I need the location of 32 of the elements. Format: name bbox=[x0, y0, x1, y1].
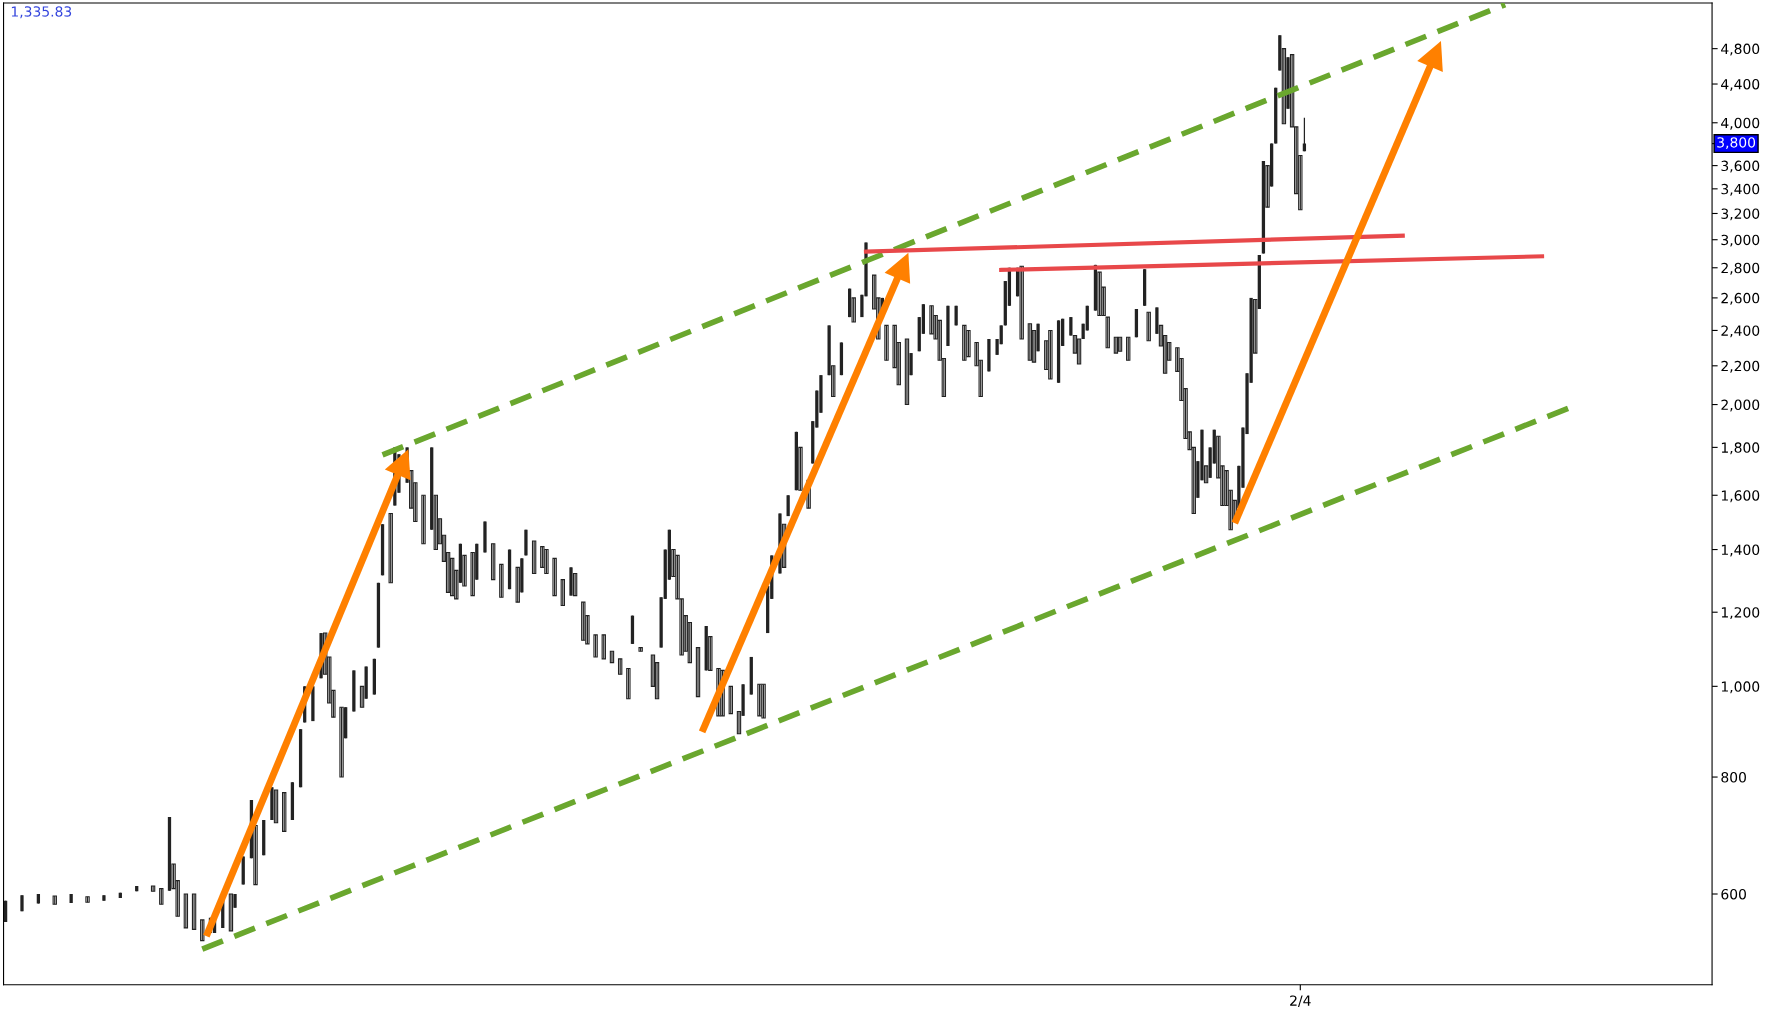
y-tick-label: 3,600 bbox=[1721, 160, 1760, 173]
point bbox=[384, 449, 411, 481]
y-tick-label: 1,000 bbox=[1721, 681, 1760, 694]
candlestick bbox=[1027, 323, 1033, 361]
annotation: 3,800 bbox=[1717, 137, 1756, 150]
y-tick-label: 1,200 bbox=[1721, 607, 1760, 620]
point bbox=[884, 252, 911, 284]
y-tick-label: 4,400 bbox=[1721, 78, 1760, 91]
y-tick-label: 1,800 bbox=[1721, 442, 1760, 455]
y-tick-label: 2,400 bbox=[1721, 325, 1760, 338]
candlestick bbox=[609, 650, 615, 664]
x-tick-label: 2/4 bbox=[1290, 995, 1311, 1007]
y-tick-label: 4,800 bbox=[1721, 43, 1760, 56]
point bbox=[1417, 40, 1443, 72]
y-tick-label: 4,000 bbox=[1721, 117, 1760, 130]
y-tick-label: 800 bbox=[1721, 772, 1746, 783]
y-tick-label: 2,200 bbox=[1721, 360, 1760, 373]
y-tick-label: 3,200 bbox=[1721, 208, 1760, 221]
candlestick bbox=[150, 885, 156, 892]
annotation: 1,335.83 bbox=[11, 6, 72, 19]
y-tick-label: 1,600 bbox=[1721, 490, 1760, 503]
candlestick bbox=[1113, 336, 1119, 354]
y-tick-label: 2,000 bbox=[1721, 399, 1760, 412]
y-tick-label: 3,000 bbox=[1721, 234, 1760, 247]
y-tick-label: 1,400 bbox=[1721, 544, 1760, 557]
y-tick-label: 3,400 bbox=[1721, 183, 1760, 196]
y-tick-label: 600 bbox=[1721, 888, 1746, 900]
candlestick bbox=[1117, 336, 1123, 352]
y-tick-label: 2,600 bbox=[1721, 292, 1760, 305]
candlestick bbox=[191, 893, 197, 930]
candlestick bbox=[695, 647, 701, 698]
y-tick-label: 2,800 bbox=[1721, 262, 1760, 275]
